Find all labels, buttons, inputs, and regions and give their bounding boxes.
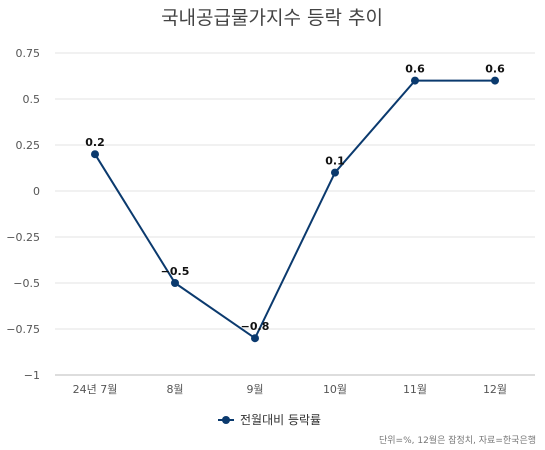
data-label: −0.8 [241, 320, 270, 333]
y-tick-label: −0.5 [13, 277, 40, 290]
legend: 전월대비 등락률 [218, 413, 321, 427]
series-group: 0.2 −0.5 −0.8 0.1 0.6 0.6 [85, 63, 505, 343]
chart-title: 국내공급물가지수 등락 추이 [161, 7, 383, 29]
data-label: 0.1 [325, 155, 345, 168]
source-note: 단위=%, 12월은 잠정치, 자료=한국은행 [379, 434, 536, 446]
data-point [91, 150, 99, 159]
x-tick-label: 8월 [166, 383, 183, 396]
x-tick-label: 12월 [483, 383, 507, 396]
y-tick-label: 0 [33, 185, 40, 198]
data-point [251, 334, 259, 343]
series-line [94, 79, 495, 340]
y-tick-label: −1 [24, 369, 40, 382]
legend-label: 전월대비 등락률 [240, 413, 321, 427]
data-label: 0.6 [485, 63, 505, 76]
data-point [171, 279, 179, 287]
grid [55, 52, 535, 376]
data-point [411, 76, 419, 85]
y-tick-label: 0.75 [16, 47, 41, 60]
x-tick-label: 11월 [403, 383, 427, 396]
x-tick-label: 10월 [323, 383, 347, 396]
y-tick-label: 0.5 [23, 93, 41, 106]
data-label: −0.5 [161, 265, 190, 278]
data-label: 0.2 [85, 136, 105, 149]
y-axis: 0.75 0.5 0.25 0 −0.25 −0.5 −0.75 −1 [6, 47, 40, 382]
x-tick-label: 9월 [246, 383, 263, 396]
x-tick-label: 24년 7월 [73, 383, 118, 396]
data-label: 0.6 [405, 63, 425, 76]
legend-marker-icon [222, 416, 230, 424]
y-tick-label: 0.25 [16, 139, 41, 152]
y-tick-label: −0.25 [6, 231, 40, 244]
x-axis: 24년 7월 8월 9월 10월 11월 12월 [73, 383, 507, 396]
y-tick-label: −0.75 [6, 323, 40, 336]
data-point [491, 76, 499, 85]
data-point [331, 168, 339, 177]
